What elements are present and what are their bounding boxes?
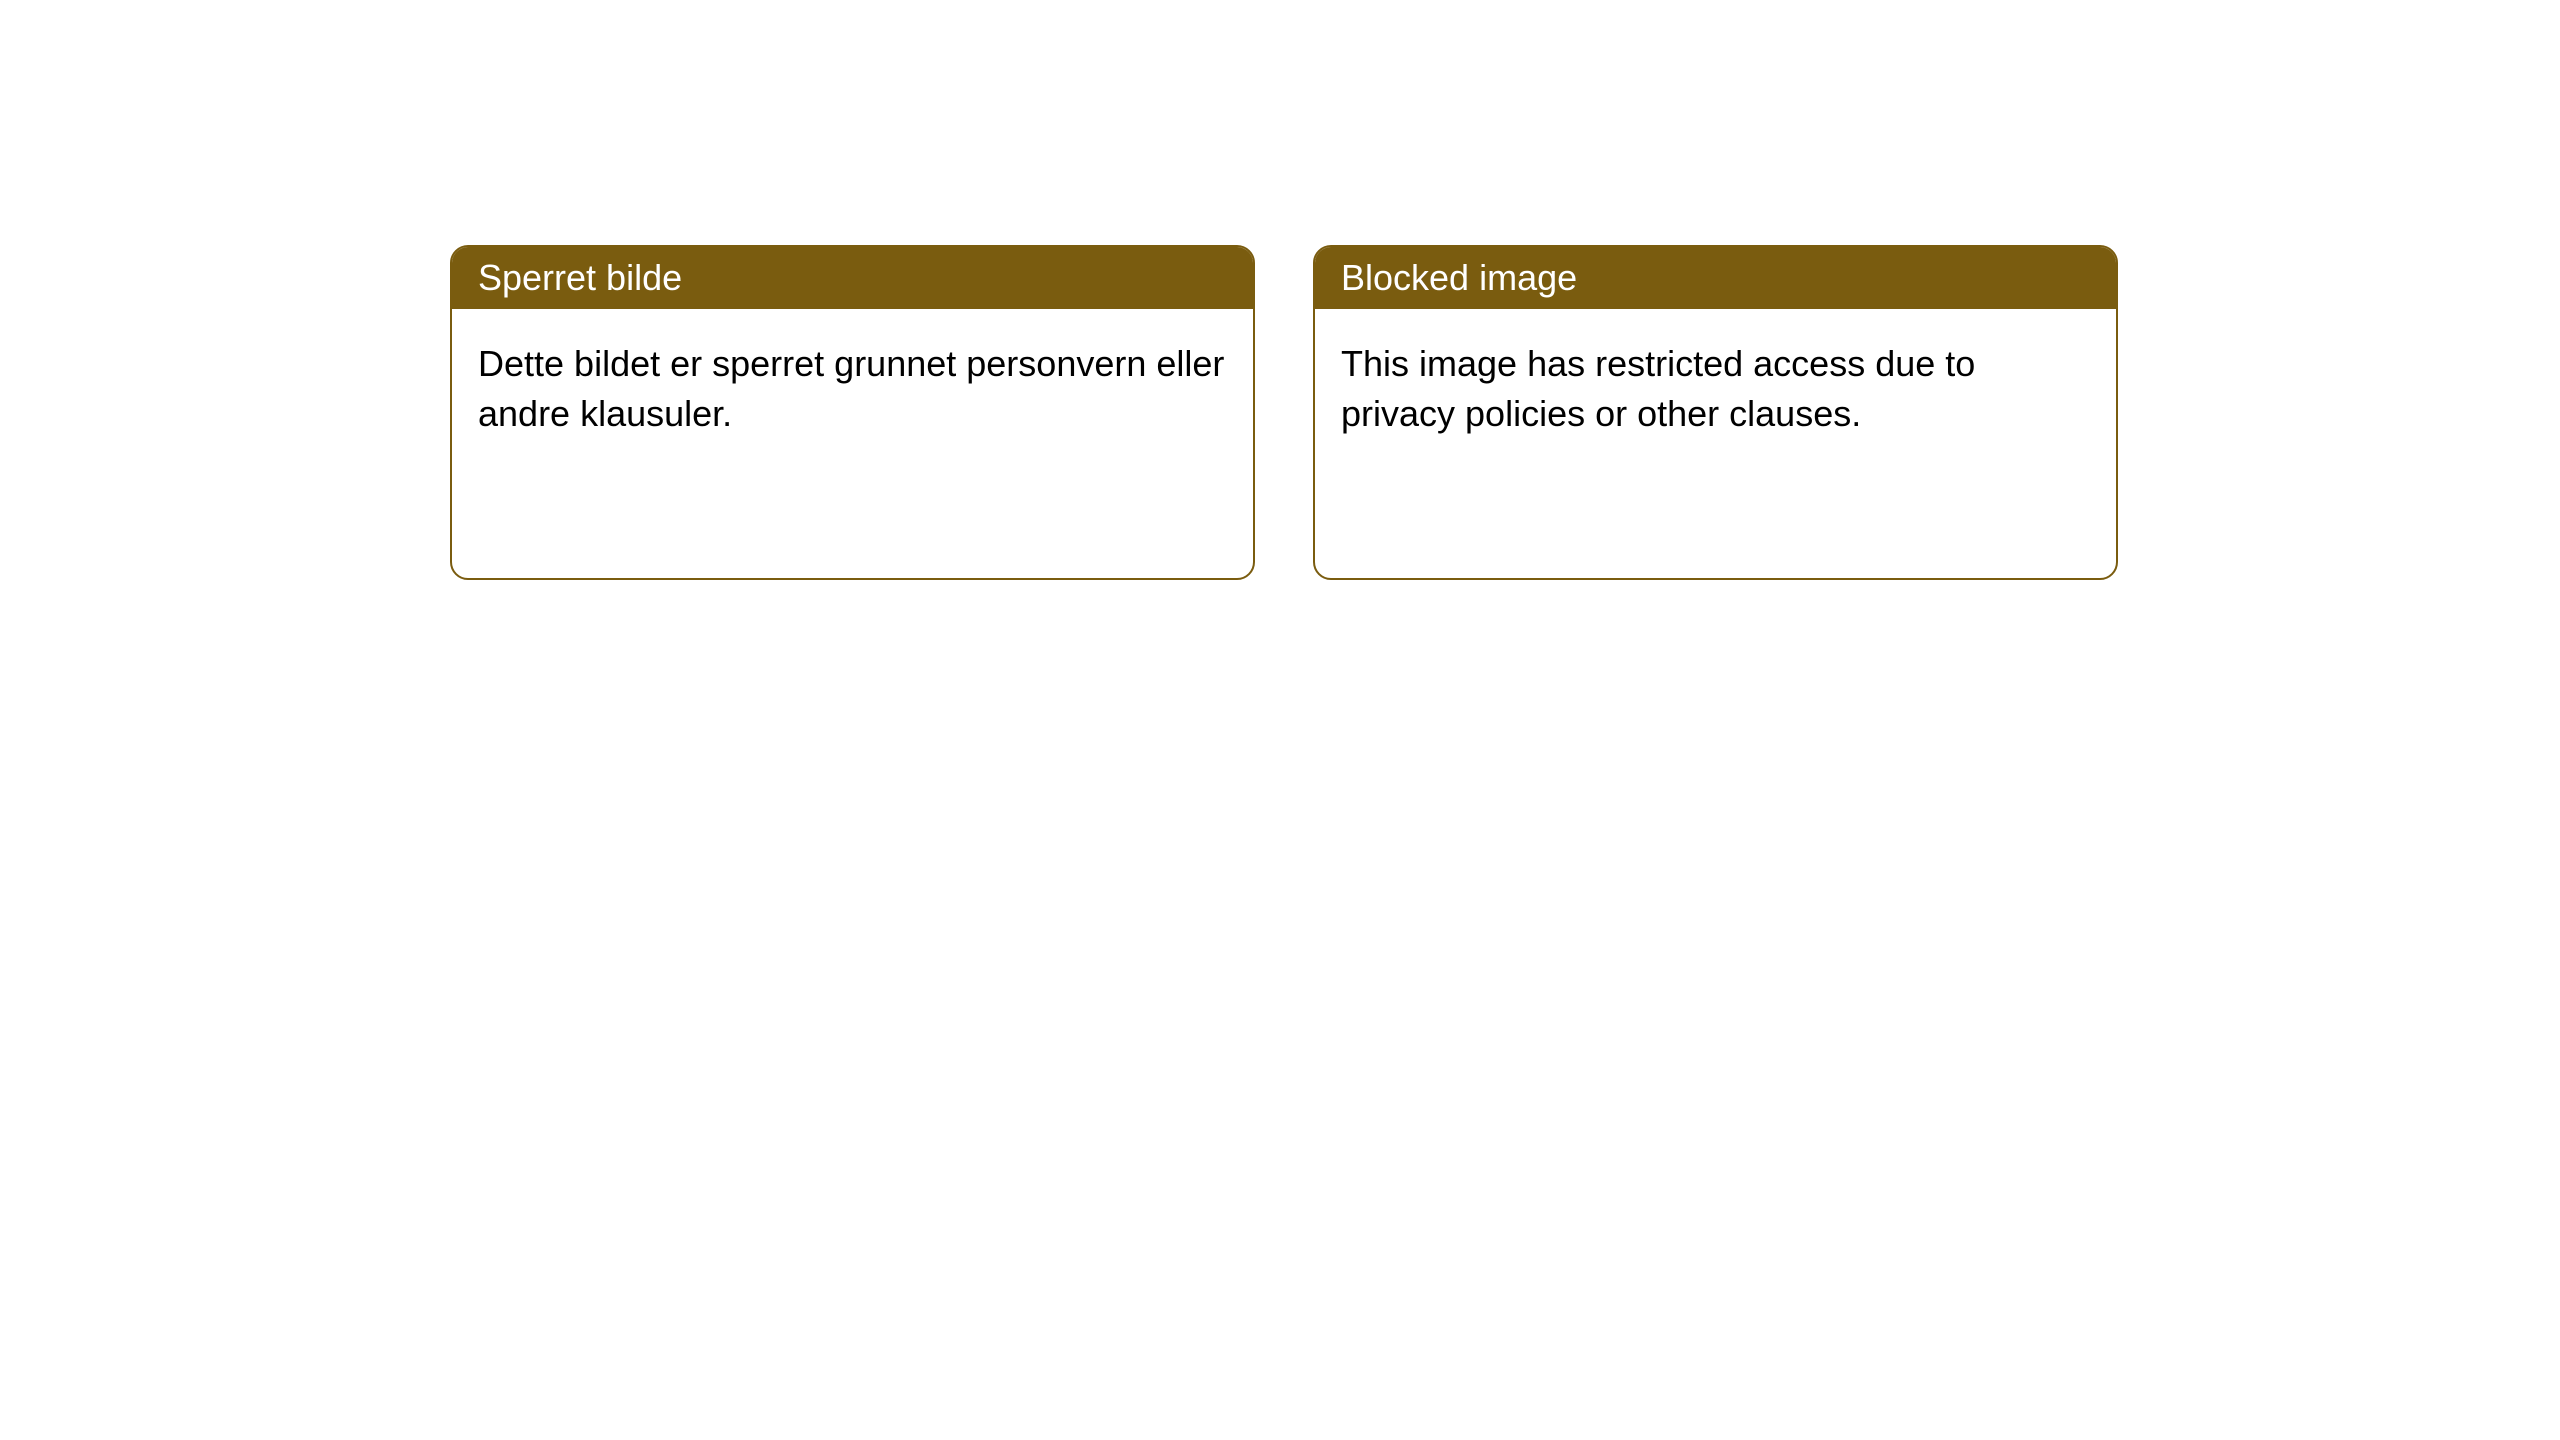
card-title: Blocked image — [1315, 247, 2116, 309]
notice-card-norwegian: Sperret bilde Dette bildet er sperret gr… — [450, 245, 1255, 580]
card-title: Sperret bilde — [452, 247, 1253, 309]
card-body: This image has restricted access due to … — [1315, 309, 2116, 470]
notice-card-english: Blocked image This image has restricted … — [1313, 245, 2118, 580]
card-body: Dette bildet er sperret grunnet personve… — [452, 309, 1253, 470]
notice-cards-container: Sperret bilde Dette bildet er sperret gr… — [450, 245, 2118, 580]
